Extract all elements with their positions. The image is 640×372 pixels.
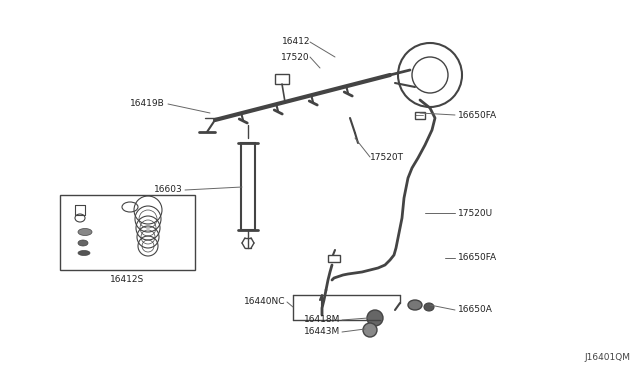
Bar xyxy=(415,112,425,119)
Text: 16650FA: 16650FA xyxy=(458,110,497,119)
Bar xyxy=(275,74,289,84)
Bar xyxy=(60,195,195,270)
Bar xyxy=(328,255,340,262)
Circle shape xyxy=(363,323,377,337)
Ellipse shape xyxy=(408,300,422,310)
Text: 17520T: 17520T xyxy=(370,153,404,161)
Ellipse shape xyxy=(78,228,92,235)
Ellipse shape xyxy=(78,240,88,246)
Text: 16412S: 16412S xyxy=(110,276,144,285)
Text: 16418M: 16418M xyxy=(303,315,340,324)
Circle shape xyxy=(367,310,383,326)
Text: 16440NC: 16440NC xyxy=(243,298,285,307)
Text: 17520: 17520 xyxy=(282,52,310,61)
Bar xyxy=(241,143,255,230)
Text: 16412: 16412 xyxy=(282,38,310,46)
Ellipse shape xyxy=(424,303,434,311)
Text: J16401QM: J16401QM xyxy=(584,353,630,362)
Text: 16419B: 16419B xyxy=(131,99,165,109)
Text: 16443M: 16443M xyxy=(304,327,340,337)
Ellipse shape xyxy=(78,250,90,256)
Text: 17520U: 17520U xyxy=(458,208,493,218)
Text: 16650FA: 16650FA xyxy=(458,253,497,263)
Text: 16650A: 16650A xyxy=(458,305,493,314)
Text: 16603: 16603 xyxy=(154,186,183,195)
